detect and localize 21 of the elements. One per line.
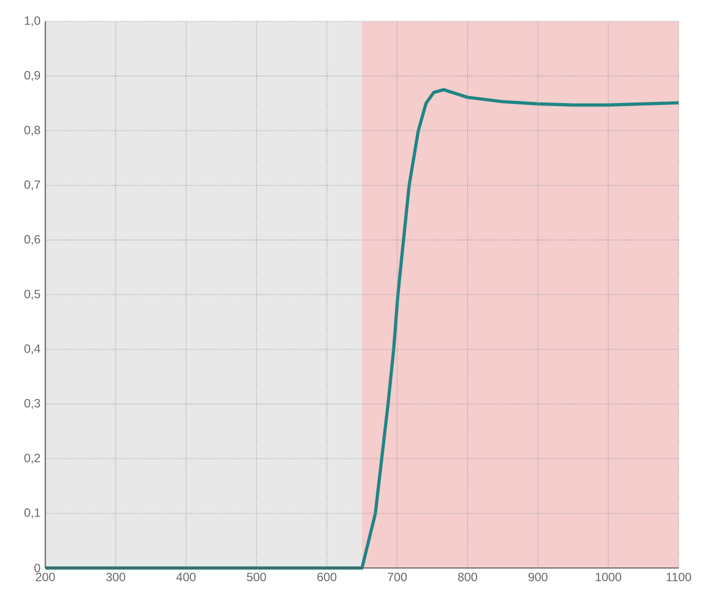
x-tick-label: 300: [106, 572, 126, 582]
x-tick-label: 1100: [666, 572, 692, 582]
y-tick-label: 0: [34, 564, 40, 572]
x-tick-label: 1000: [596, 572, 622, 582]
y-tick-label: 0,5: [24, 290, 40, 300]
x-tick-label: 400: [176, 572, 196, 582]
y-tick-label: 0,8: [24, 126, 40, 136]
x-tick-label: 900: [528, 572, 548, 582]
y-tick-label: 0,6: [24, 234, 40, 245]
x-tick-label: 800: [458, 572, 478, 582]
y-tick-label: 0,3: [24, 398, 40, 409]
y-tick-label: 0,7: [24, 180, 40, 190]
x-tick-label: 700: [388, 572, 407, 582]
y-tick-label: 0,2: [24, 454, 40, 464]
y-tick-label: 1,0: [24, 16, 40, 26]
x-tick-label: 600: [317, 572, 336, 582]
y-tick-label: 0,9: [24, 70, 40, 81]
x-tick-label: 500: [246, 572, 266, 582]
x-tick-label: 200: [36, 572, 55, 582]
y-tick-label: 0,1: [24, 508, 40, 518]
y-tick-label: 0,4: [24, 344, 40, 354]
